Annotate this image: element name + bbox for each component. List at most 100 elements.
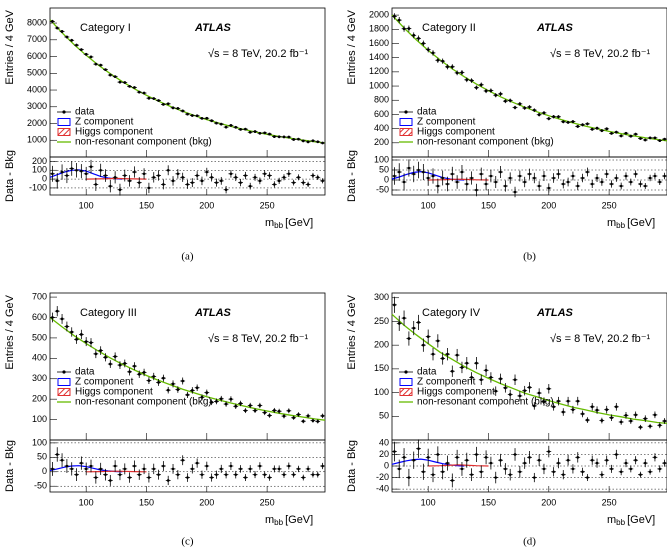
legend-label: non-resonant component (bkg) — [417, 397, 554, 408]
legend-symbol — [399, 128, 413, 136]
data-point — [455, 71, 459, 75]
data-point — [639, 425, 642, 429]
legend-label: Z component — [417, 117, 476, 128]
residual-point — [234, 473, 238, 476]
residual-point — [595, 176, 599, 180]
panel-caption: (d) — [523, 536, 536, 548]
residual-y-tick-label: 100 — [32, 437, 47, 447]
legend-symbol — [57, 388, 71, 396]
data-point — [634, 413, 638, 417]
residual-point — [104, 174, 107, 177]
residual-point — [258, 464, 262, 468]
data-point — [475, 86, 478, 90]
residual-point — [118, 473, 122, 476]
x-axis-label-subscript: bb — [616, 221, 625, 230]
data-point — [268, 414, 271, 417]
residual-point — [475, 188, 478, 192]
y-tick-label: 400 — [32, 353, 47, 363]
data-point — [426, 48, 430, 52]
residual-point — [215, 473, 218, 476]
residual-point — [441, 470, 444, 474]
residual-point — [128, 179, 131, 183]
data-point — [60, 30, 64, 33]
residual-y-tick-label: 100 — [32, 165, 47, 175]
x-axis-label-subscript: bb — [274, 221, 283, 230]
y-tick-label: 600 — [374, 109, 389, 119]
data-point — [316, 140, 320, 144]
residual-point — [470, 473, 473, 476]
x-tick-label: 200 — [199, 200, 214, 210]
data-point — [614, 130, 618, 134]
data-point — [431, 352, 435, 356]
residual-point — [542, 174, 546, 178]
data-point — [239, 402, 242, 405]
residual-point — [51, 467, 54, 471]
higgs-component-curve — [428, 464, 489, 467]
residual-point — [234, 176, 238, 179]
data-point — [523, 106, 527, 110]
experiment-label: ATLAS — [194, 22, 232, 34]
residual-point — [176, 172, 180, 176]
data-point — [161, 376, 165, 380]
higgs-component-curve — [86, 177, 147, 180]
residual-point — [268, 174, 271, 177]
data-point — [455, 353, 459, 357]
data-point — [301, 419, 305, 423]
residual-point — [195, 174, 199, 177]
residual-y-tick-label: 200 — [32, 156, 47, 166]
data-point — [610, 131, 613, 135]
data-point — [576, 125, 580, 128]
energy-label: √s = 8 TeV, 20.2 fb⁻¹ — [550, 333, 651, 345]
data-point — [658, 423, 662, 427]
data-point — [518, 102, 522, 106]
residual-point — [547, 186, 551, 190]
data-point — [436, 58, 440, 62]
data-point — [523, 389, 527, 393]
data-point — [658, 139, 662, 143]
residual-point — [460, 467, 464, 471]
residual-point — [508, 176, 512, 180]
residual-point — [663, 461, 666, 465]
residual-point — [166, 479, 170, 482]
data-point — [663, 419, 666, 423]
residual-point — [489, 174, 493, 178]
residual-point — [277, 179, 281, 183]
residual-point — [605, 458, 608, 462]
data-point — [311, 419, 315, 423]
data-point — [460, 71, 464, 74]
data-point — [210, 400, 214, 404]
data-point — [585, 122, 589, 126]
residual-y-axis-label: Data - Bkg — [346, 150, 358, 202]
data-point — [547, 387, 551, 391]
residual-point — [393, 174, 396, 178]
y-tick-label: 1000 — [369, 80, 389, 90]
residual-point — [244, 174, 247, 177]
residual-point — [417, 168, 420, 172]
residual-point — [152, 176, 156, 179]
residual-point — [489, 461, 493, 465]
residual-y-tick-label: 20 — [379, 449, 389, 459]
data-point — [186, 112, 189, 116]
data-point — [176, 388, 180, 391]
residual-point — [576, 456, 580, 459]
residual-point — [60, 170, 64, 174]
data-point — [619, 420, 623, 424]
residual-point — [282, 473, 286, 476]
residual-point — [451, 479, 454, 482]
residual-point — [200, 473, 204, 476]
data-point — [639, 137, 642, 140]
residual-point — [162, 183, 165, 186]
data-point — [215, 121, 218, 125]
residual-point — [658, 180, 662, 184]
data-point — [108, 362, 112, 366]
residual-point — [518, 174, 522, 178]
residual-point — [229, 464, 233, 468]
data-point — [590, 405, 594, 409]
data-point — [605, 127, 609, 131]
data-point — [557, 399, 560, 403]
residual-point — [273, 467, 276, 471]
residual-point — [123, 467, 127, 471]
y-axis-label: Entries / 4 GeV — [4, 9, 16, 84]
residual-y-tick-label: -40 — [376, 483, 389, 493]
data-point — [70, 330, 74, 334]
